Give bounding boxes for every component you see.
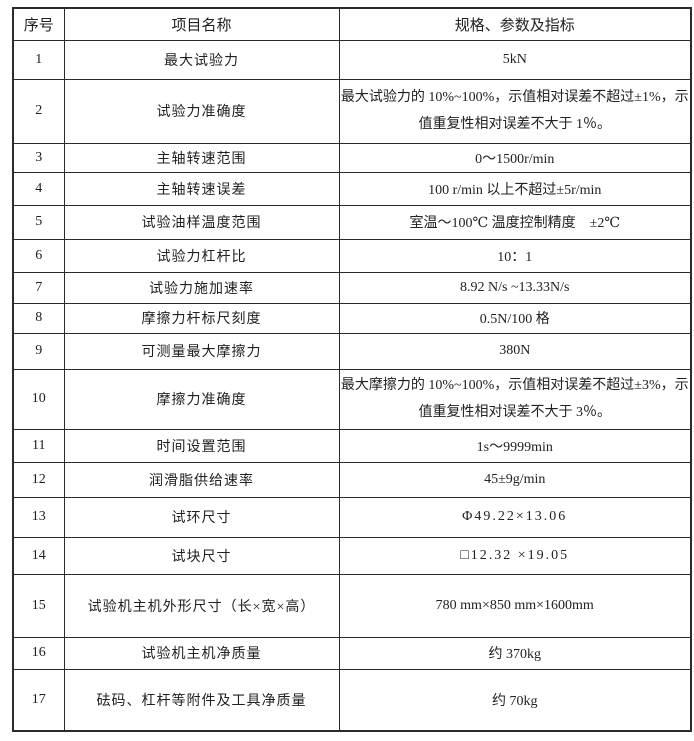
row-no-cell: 12 [12, 461, 65, 498]
item-name-cell: 试验力杠杆比 [63, 238, 340, 273]
table-row: 4 主轴转速误差 100 r/min 以上不超过±5r/min [12, 171, 692, 206]
table-row: 17 砝码、杠杆等附件及工具净质量 约 70kg [12, 668, 692, 732]
row-no-cell: 6 [12, 238, 65, 273]
spec-value-cell: 约 370kg [338, 636, 692, 670]
table-header-row: 序号 项目名称 规格、参数及指标 [12, 7, 692, 41]
table-row: 13 试环尺寸 Φ49.22×13.06 [12, 496, 692, 538]
row-no-cell: 4 [12, 171, 65, 206]
spec-value-cell: 380N [338, 332, 692, 370]
item-name-cell: 试验机主机净质量 [63, 636, 340, 670]
spec-table: 序号 项目名称 规格、参数及指标 1 最大试验力 5kN 2 试验力准确度 最大… [12, 7, 692, 732]
spec-value-cell: 780 mm×850 mm×1600mm [338, 573, 692, 638]
table-row: 3 主轴转速范围 0～1500r/min [12, 142, 692, 173]
row-no-cell: 5 [12, 204, 65, 240]
table-row: 2 试验力准确度 最大试验力的 10%~100%，示值相对误差不超过±1%，示值… [12, 78, 692, 144]
item-name-cell: 可测量最大摩擦力 [63, 332, 340, 370]
row-no-cell: 15 [12, 573, 65, 638]
table-row: 15 试验机主机外形尺寸（长×宽×高） 780 mm×850 mm×1600mm [12, 573, 692, 638]
row-no-cell: 13 [12, 496, 65, 538]
table-row: 14 试块尺寸 □12.32 ×19.05 [12, 536, 692, 575]
item-name-cell: 试验油样温度范围 [63, 204, 340, 240]
table-row: 7 试验力施加速率 8.92 N/s ~13.33N/s [12, 271, 692, 304]
item-name-cell: 摩擦力杆标尺刻度 [63, 302, 340, 334]
header-cell-spec: 规格、参数及指标 [338, 7, 692, 41]
item-name-cell: 时间设置范围 [63, 428, 340, 463]
table-row: 8 摩擦力杆标尺刻度 0.5N/100 格 [12, 302, 692, 334]
spec-value-cell: 最大试验力的 10%~100%，示值相对误差不超过±1%，示值重复性相对误差不大… [338, 78, 692, 144]
row-no-cell: 17 [12, 668, 65, 732]
spec-value-cell: Φ49.22×13.06 [338, 496, 692, 538]
item-name-cell: 润滑脂供给速率 [63, 461, 340, 498]
table-row: 11 时间设置范围 1s～9999min [12, 428, 692, 463]
table-row: 10 摩擦力准确度 最大摩擦力的 10%~100%，示值相对误差不超过±3%，示… [12, 368, 692, 430]
item-name-cell: 试验机主机外形尺寸（长×宽×高） [63, 573, 340, 638]
item-name-cell: 砝码、杠杆等附件及工具净质量 [63, 668, 340, 732]
spec-value-cell: 约 70kg [338, 668, 692, 732]
spec-value-cell: □12.32 ×19.05 [338, 536, 692, 575]
spec-value-cell: 5kN [338, 39, 692, 80]
header-cell-item: 项目名称 [63, 7, 340, 41]
spec-value-cell: 0.5N/100 格 [338, 302, 692, 334]
spec-value-cell: 最大摩擦力的 10%~100%，示值相对误差不超过±3%，示值重复性相对误差不大… [338, 368, 692, 430]
row-no-cell: 14 [12, 536, 65, 575]
spec-value-cell: 1s～9999min [338, 428, 692, 463]
item-name-cell: 最大试验力 [63, 39, 340, 80]
item-name-cell: 试块尺寸 [63, 536, 340, 575]
table-row: 5 试验油样温度范围 室温～100℃ 温度控制精度 ±2℃ [12, 204, 692, 240]
row-no-cell: 11 [12, 428, 65, 463]
row-no-cell: 10 [12, 368, 65, 430]
item-name-cell: 主轴转速误差 [63, 171, 340, 206]
row-no-cell: 9 [12, 332, 65, 370]
row-no-cell: 1 [12, 39, 65, 80]
spec-value-cell: 10：1 [338, 238, 692, 273]
table-row: 1 最大试验力 5kN [12, 39, 692, 80]
spec-value-cell: 室温～100℃ 温度控制精度 ±2℃ [338, 204, 692, 240]
item-name-cell: 试验力施加速率 [63, 271, 340, 304]
table-row: 9 可测量最大摩擦力 380N [12, 332, 692, 370]
header-cell-no: 序号 [12, 7, 65, 41]
item-name-cell: 摩擦力准确度 [63, 368, 340, 430]
table-row: 12 润滑脂供给速率 45±9g/min [12, 461, 692, 498]
table-row: 16 试验机主机净质量 约 370kg [12, 636, 692, 670]
spec-value-cell: 100 r/min 以上不超过±5r/min [338, 171, 692, 206]
spec-value-cell: 0～1500r/min [338, 142, 692, 173]
row-no-cell: 8 [12, 302, 65, 334]
spec-value-cell: 8.92 N/s ~13.33N/s [338, 271, 692, 304]
row-no-cell: 2 [12, 78, 65, 144]
spec-value-cell: 45±9g/min [338, 461, 692, 498]
row-no-cell: 16 [12, 636, 65, 670]
item-name-cell: 试验力准确度 [63, 78, 340, 144]
row-no-cell: 3 [12, 142, 65, 173]
table-row: 6 试验力杠杆比 10：1 [12, 238, 692, 273]
item-name-cell: 试环尺寸 [63, 496, 340, 538]
row-no-cell: 7 [12, 271, 65, 304]
item-name-cell: 主轴转速范围 [63, 142, 340, 173]
